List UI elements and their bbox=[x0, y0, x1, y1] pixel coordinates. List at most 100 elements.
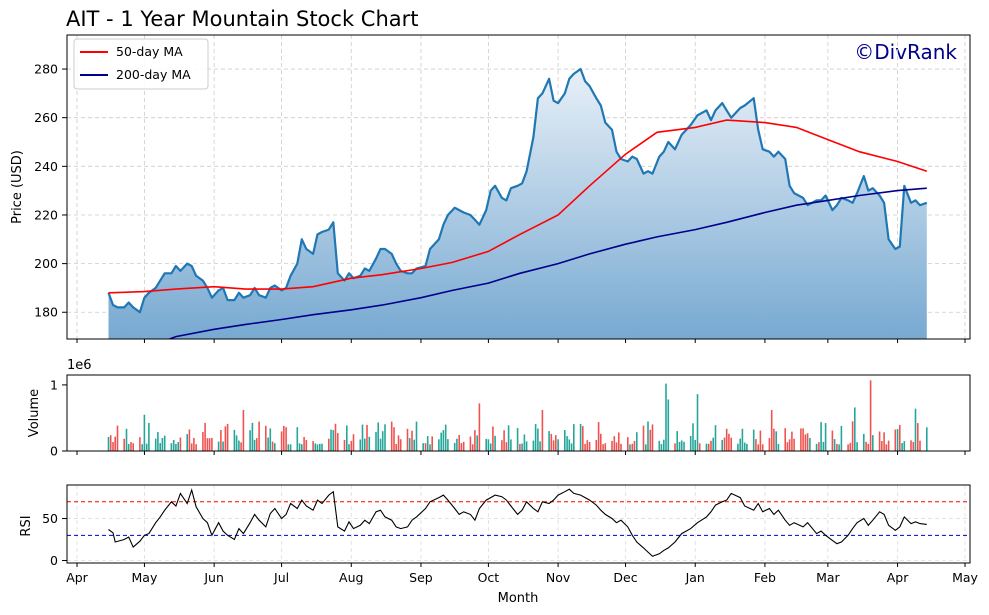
volume-bar bbox=[894, 429, 897, 451]
volume-bar bbox=[746, 443, 748, 451]
volume-bar bbox=[456, 438, 458, 451]
volume-bar bbox=[114, 436, 116, 451]
volume-bar bbox=[631, 443, 634, 451]
month-tick-label: May bbox=[132, 570, 158, 585]
volume-bar bbox=[725, 428, 728, 451]
volume-bar bbox=[618, 432, 620, 451]
volume-bar bbox=[761, 444, 764, 451]
volume-bar bbox=[375, 432, 377, 451]
volume-bar bbox=[519, 443, 521, 451]
volume-bar bbox=[620, 443, 622, 451]
volume-bar bbox=[568, 439, 571, 451]
volume-bar bbox=[265, 425, 267, 451]
volume-bar bbox=[453, 442, 456, 451]
volume-bar bbox=[148, 422, 150, 451]
volume-bar bbox=[777, 444, 780, 451]
volume-bar bbox=[269, 428, 272, 451]
month-tick-label: Mar bbox=[816, 570, 840, 585]
legend: 50-day MA 200-day MA bbox=[73, 38, 209, 90]
volume-bar bbox=[710, 440, 712, 451]
volume-bar bbox=[175, 444, 177, 451]
volume-bar bbox=[350, 440, 353, 451]
volume-bar bbox=[869, 380, 872, 451]
volume-bar bbox=[123, 438, 125, 451]
volume-bar bbox=[557, 439, 559, 451]
volume-bar bbox=[683, 441, 685, 451]
volume-bar bbox=[532, 440, 535, 451]
month-tick-label: Sep bbox=[409, 570, 433, 585]
volume-bar bbox=[195, 444, 197, 451]
volume-bar bbox=[636, 432, 638, 451]
volume-bar bbox=[471, 444, 474, 451]
volume-bar bbox=[914, 408, 917, 451]
volume-bar bbox=[739, 438, 741, 451]
rsi-y-ticks: 0 50 bbox=[42, 511, 67, 568]
volume-bar bbox=[847, 444, 849, 451]
volume-bar bbox=[211, 437, 213, 451]
price-y-ticks: 180 200 220 240 260 280 bbox=[34, 62, 67, 320]
volume-bar bbox=[305, 440, 308, 451]
volume-bar bbox=[393, 427, 395, 451]
volume-bar bbox=[887, 440, 890, 451]
volume-bar bbox=[361, 424, 364, 451]
volume-bars bbox=[107, 380, 928, 451]
volume-bar bbox=[820, 422, 822, 451]
volume-bar bbox=[667, 399, 670, 451]
volume-bar bbox=[759, 430, 762, 451]
volume-bar bbox=[838, 444, 840, 451]
volume-bar bbox=[881, 441, 883, 451]
volume-bar bbox=[651, 424, 654, 451]
volume-bar bbox=[806, 433, 809, 451]
volume-bar bbox=[399, 439, 402, 451]
volume-bar bbox=[721, 439, 723, 451]
volume-bar bbox=[833, 439, 836, 451]
volume-bar bbox=[588, 442, 591, 451]
volume-bar bbox=[226, 423, 229, 451]
volume-bar bbox=[501, 440, 503, 451]
volume-bar bbox=[885, 444, 888, 451]
volume-bar bbox=[289, 444, 292, 451]
rsi-panel: 0 50 Apr May Jun Jul Aug Sep Oct Nov Dec Jan Feb Mar… bbox=[19, 484, 979, 606]
legend-ma200-label: 200-day MA bbox=[116, 67, 191, 82]
volume-bar bbox=[301, 444, 303, 451]
volume-bar bbox=[570, 443, 573, 451]
volume-bar bbox=[752, 429, 755, 451]
rsi-grid bbox=[67, 485, 970, 563]
volume-bar bbox=[579, 424, 582, 451]
volume-bar bbox=[220, 430, 222, 451]
volume-bar bbox=[235, 435, 238, 451]
volume-bar bbox=[510, 439, 512, 451]
volume-bar bbox=[836, 443, 838, 451]
volume-bar bbox=[390, 421, 393, 451]
month-tick-label: Jul bbox=[273, 570, 289, 585]
volume-bar bbox=[566, 436, 568, 451]
volume-bar bbox=[696, 394, 699, 451]
volume-bar bbox=[600, 433, 602, 451]
volume-bar bbox=[238, 440, 240, 451]
volume-bar bbox=[878, 431, 881, 451]
volume-bar bbox=[116, 425, 119, 451]
volume-bar bbox=[680, 440, 683, 451]
volume-bar bbox=[786, 442, 789, 451]
volume-bar bbox=[507, 425, 510, 451]
volume-bar bbox=[132, 443, 134, 451]
volume-bar bbox=[163, 435, 166, 451]
volume-bar bbox=[611, 440, 613, 451]
month-tick-label: May bbox=[952, 570, 978, 585]
volume-bar bbox=[800, 428, 802, 451]
volume-bar bbox=[109, 435, 112, 451]
volume-bar bbox=[253, 439, 256, 451]
volume-bar bbox=[660, 444, 663, 451]
volume-bar bbox=[377, 422, 379, 451]
volume-bar bbox=[645, 444, 647, 451]
volume-bar bbox=[352, 434, 355, 451]
volume-bar bbox=[224, 426, 227, 451]
x-axis-label: Month bbox=[498, 591, 539, 606]
volume-bar bbox=[303, 437, 305, 451]
volume-bar bbox=[564, 430, 566, 451]
volume-bar bbox=[296, 427, 299, 451]
volume-bar bbox=[903, 441, 906, 451]
volume-bar bbox=[280, 431, 283, 451]
